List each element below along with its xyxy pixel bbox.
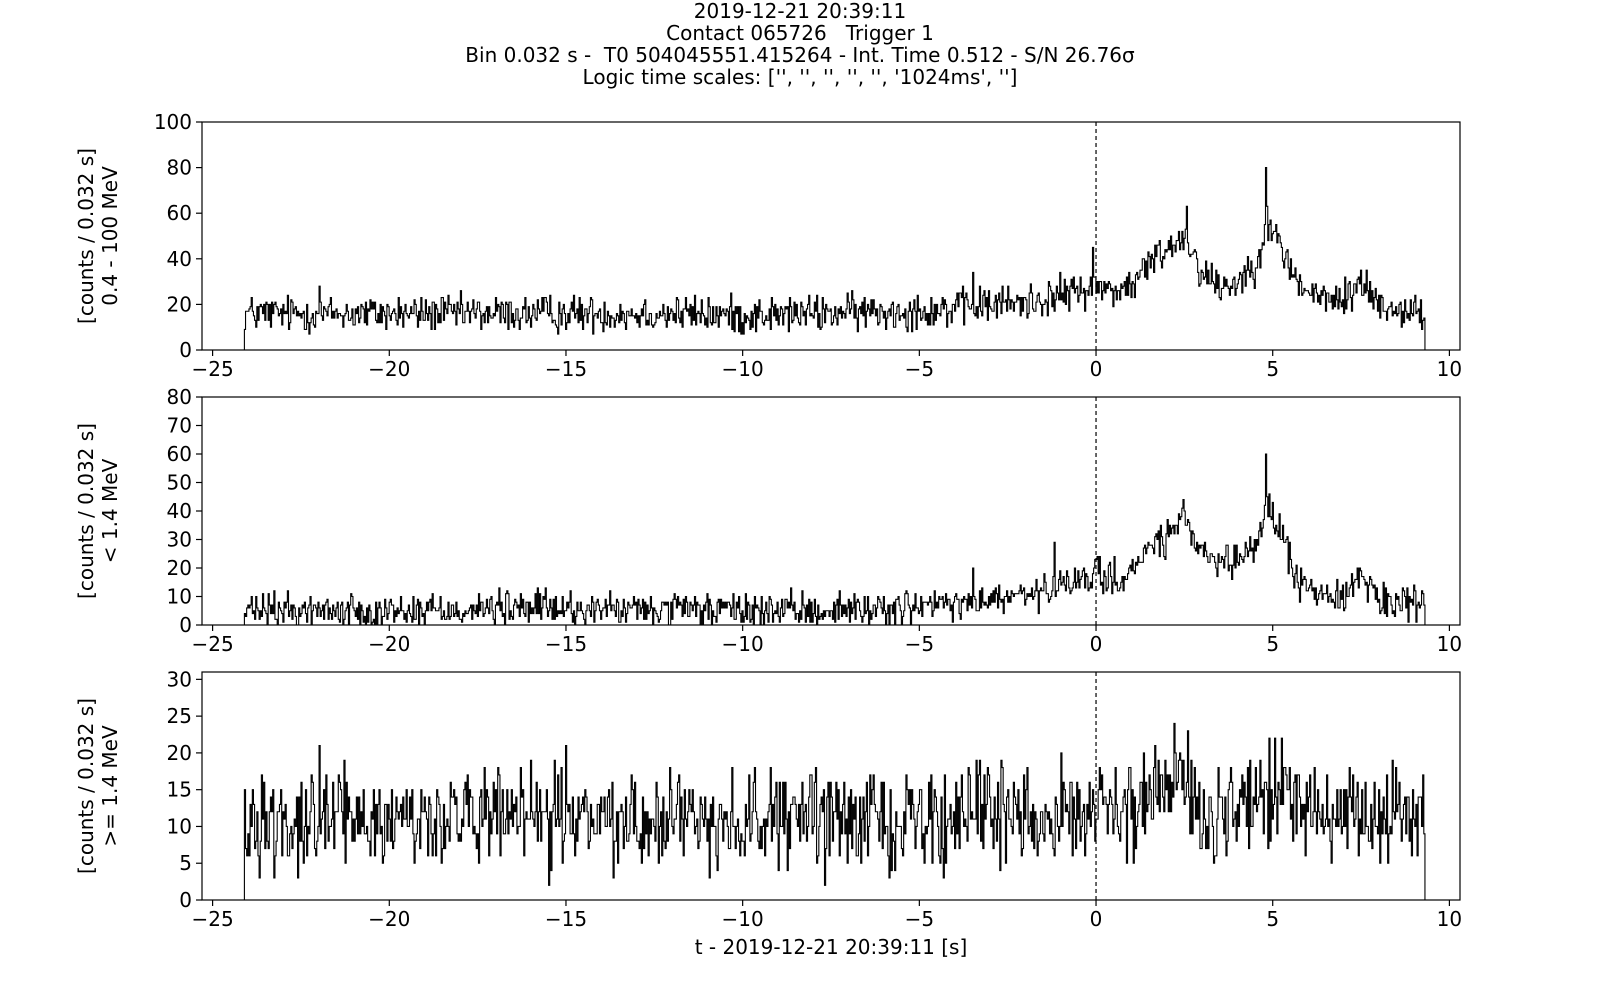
x-tick-label: −20 — [368, 357, 410, 381]
y-tick-label: 15 — [167, 778, 192, 802]
x-tick-label: −10 — [722, 907, 764, 931]
y-axis-label: [counts / 0.032 s]0.4 - 100 MeV — [74, 148, 122, 324]
y-axis-label-line: [counts / 0.032 s] — [74, 423, 98, 599]
x-tick-label: −25 — [191, 357, 233, 381]
y-tick-label: 20 — [167, 741, 192, 765]
x-tick-label: 10 — [1437, 632, 1462, 656]
y-tick-label: 40 — [167, 499, 192, 523]
x-tick-label: 5 — [1266, 907, 1279, 931]
y-tick-label: 60 — [167, 442, 192, 466]
axes-frame — [201, 121, 1461, 351]
y-tick-label: 10 — [167, 814, 192, 838]
x-axis-label: t - 2019-12-21 20:39:11 [s] — [695, 935, 968, 959]
y-axis-label-line: 0.4 - 100 MeV — [98, 166, 122, 306]
title-date: 2019-12-21 20:39:11 — [693, 0, 907, 23]
x-tick-label: 0 — [1090, 357, 1103, 381]
x-tick-label: −10 — [722, 357, 764, 381]
x-tick-label: −5 — [905, 632, 934, 656]
x-tick-label: −25 — [191, 632, 233, 656]
y-tick-label: 50 — [167, 471, 192, 495]
x-tick-label: −5 — [905, 357, 934, 381]
y-tick-label: 10 — [167, 585, 192, 609]
y-axis-label-line: [counts / 0.032 s] — [74, 698, 98, 874]
x-tick-label: −20 — [368, 907, 410, 931]
panel-3: −25 −20 −15 −10 −5 0 5 10 0 5 10 15 20 25 30 [counts / … — [74, 667, 1462, 959]
x-tick-label: 5 — [1266, 632, 1279, 656]
y-axis-label-line: >= 1.4 MeV — [98, 725, 122, 847]
y-tick-label: 80 — [167, 385, 192, 409]
y-tick-label: 25 — [167, 704, 192, 728]
x-tick-label: −15 — [545, 632, 587, 656]
y-axis-label-line: < 1.4 MeV — [98, 458, 122, 563]
y-tick-label: 80 — [167, 156, 192, 180]
y-tick-label: 60 — [167, 201, 192, 225]
title-logic-time-scales: Logic time scales: ['', '', '', '', '', … — [582, 65, 1018, 89]
y-tick-label: 5 — [179, 851, 192, 875]
axes-frame — [201, 396, 1461, 626]
axes-frame — [201, 671, 1461, 901]
title-contact: Contact 065726 Trigger 1 — [666, 21, 934, 45]
y-tick-label: 30 — [167, 667, 192, 691]
x-tick-label: −15 — [545, 357, 587, 381]
x-tick-label: −10 — [722, 632, 764, 656]
panel-2: −25 −20 −15 −10 −5 0 5 10 0 10 20 30 40 50 60 70 80 [coun… — [74, 385, 1462, 656]
x-tick-label: −5 — [905, 907, 934, 931]
y-tick-label: 20 — [167, 556, 192, 580]
y-tick-label: 20 — [167, 292, 192, 316]
x-tick-label: −20 — [368, 632, 410, 656]
lightcurve-series — [243, 722, 1426, 900]
y-tick-label: 0 — [179, 338, 192, 362]
x-tick-label: 5 — [1266, 357, 1279, 381]
x-tick-label: −25 — [191, 907, 233, 931]
title-bin-info: Bin 0.032 s - T0 504045551.415264 - Int.… — [465, 43, 1135, 67]
x-tick-label: 10 — [1437, 907, 1462, 931]
x-tick-label: −15 — [545, 907, 587, 931]
y-tick-label: 70 — [167, 414, 192, 438]
figure-title: 2019-12-21 20:39:11 Contact 065726 Trigg… — [0, 0, 1600, 88]
lightcurve-series — [243, 167, 1426, 350]
y-tick-label: 100 — [154, 110, 192, 134]
y-tick-label: 0 — [179, 888, 192, 912]
y-tick-label: 0 — [179, 613, 192, 637]
y-tick-label: 30 — [167, 528, 192, 552]
x-tick-label: 0 — [1090, 632, 1103, 656]
x-tick-label: 0 — [1090, 907, 1103, 931]
y-axis-label: [counts / 0.032 s]>= 1.4 MeV — [74, 698, 122, 874]
y-tick-label: 40 — [167, 247, 192, 271]
lightcurve-series — [243, 453, 1426, 626]
y-axis-label: [counts / 0.032 s]< 1.4 MeV — [74, 423, 122, 599]
x-tick-label: 10 — [1437, 357, 1462, 381]
y-axis-label-line: [counts / 0.032 s] — [74, 148, 98, 324]
